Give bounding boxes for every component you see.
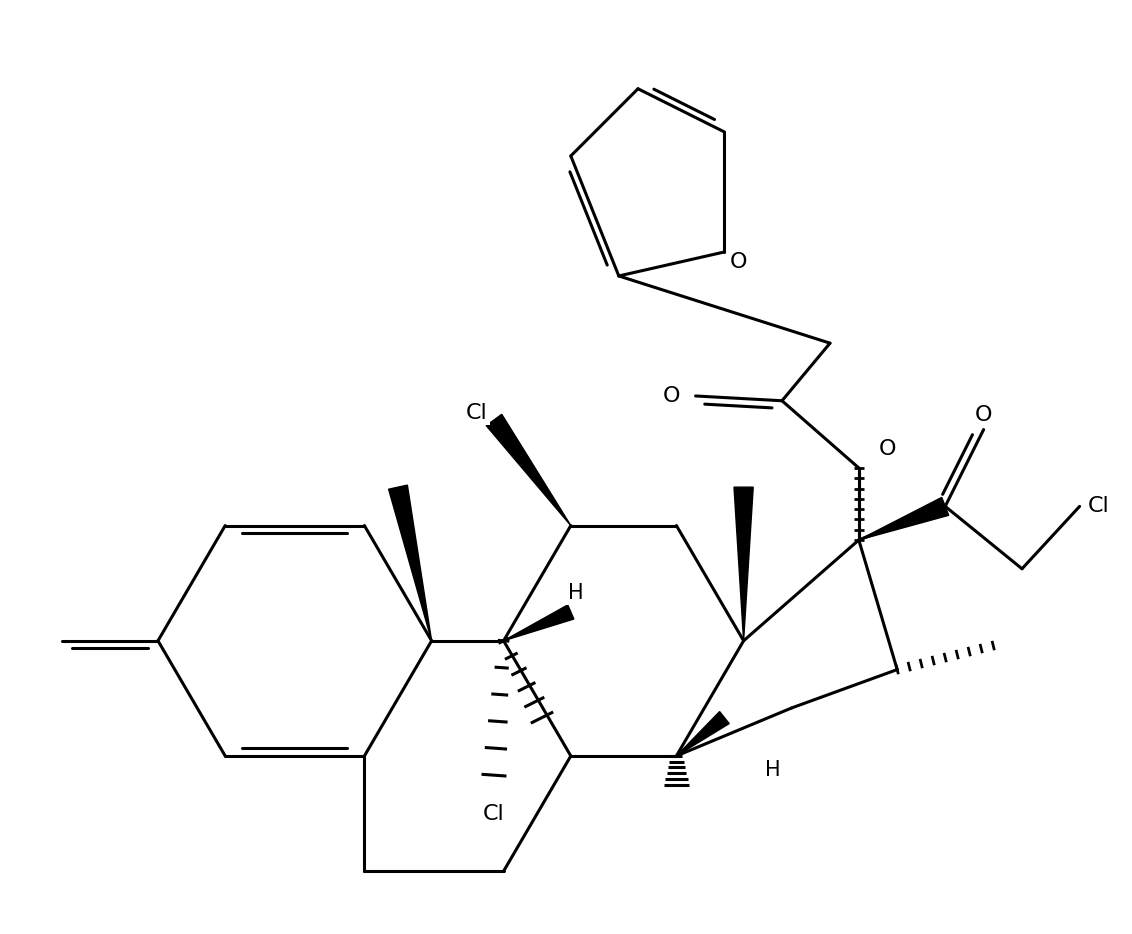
Text: H: H: [764, 760, 780, 781]
Text: O: O: [663, 386, 680, 406]
Text: Cl: Cl: [1088, 496, 1109, 517]
Polygon shape: [734, 488, 753, 641]
Polygon shape: [677, 712, 729, 756]
Text: H: H: [568, 583, 583, 602]
Text: Cl: Cl: [466, 403, 488, 423]
Text: Cl: Cl: [483, 803, 505, 824]
Polygon shape: [859, 498, 949, 540]
Text: O: O: [878, 439, 897, 459]
Text: O: O: [730, 251, 747, 272]
Text: O: O: [975, 405, 993, 425]
Polygon shape: [504, 605, 574, 641]
Polygon shape: [487, 415, 571, 526]
Polygon shape: [388, 485, 431, 641]
